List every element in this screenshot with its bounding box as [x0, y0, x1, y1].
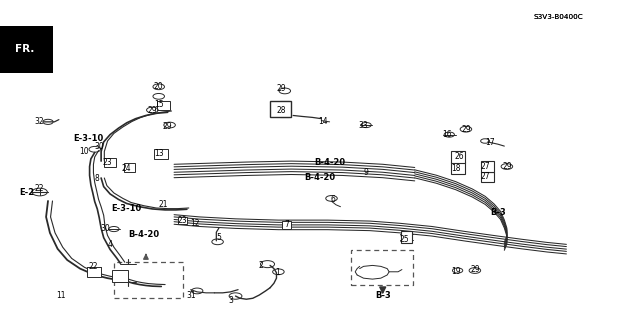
Text: 30: 30	[100, 224, 111, 233]
Bar	[451, 151, 465, 163]
Text: 3: 3	[228, 296, 233, 305]
Text: E-2: E-2	[19, 189, 35, 197]
Bar	[104, 158, 116, 167]
Bar	[178, 217, 187, 224]
Text: 16: 16	[442, 130, 452, 139]
Text: 8: 8	[95, 174, 100, 183]
Text: 6: 6	[330, 195, 335, 204]
Text: 9: 9	[364, 168, 369, 177]
Text: B-4-20: B-4-20	[129, 230, 159, 239]
Text: 1: 1	[275, 268, 280, 277]
Bar	[481, 161, 494, 172]
Text: 22: 22	[88, 262, 97, 271]
Text: 33: 33	[358, 121, 369, 130]
Text: 26: 26	[454, 152, 465, 161]
Text: B-3: B-3	[490, 208, 506, 217]
Text: 24: 24	[122, 164, 132, 173]
Bar	[113, 270, 128, 282]
Bar	[481, 172, 494, 182]
Text: 25: 25	[399, 235, 410, 244]
Text: B-3: B-3	[375, 291, 390, 300]
Text: 23: 23	[177, 216, 188, 225]
Text: 28: 28	[277, 106, 286, 115]
Text: 23: 23	[102, 158, 113, 167]
Text: 29: 29	[147, 106, 157, 115]
Text: 14: 14	[318, 117, 328, 126]
Text: 7: 7	[284, 220, 289, 229]
Text: 29: 29	[163, 122, 173, 130]
Text: S3V3-B0400C: S3V3-B0400C	[533, 14, 583, 19]
Text: S3V3-B0400C: S3V3-B0400C	[533, 14, 583, 19]
Text: 17: 17	[484, 138, 495, 147]
Text: 5: 5	[216, 233, 221, 242]
Text: FR.: FR.	[15, 44, 34, 55]
Text: 12: 12	[191, 219, 200, 228]
Text: 11: 11	[56, 291, 65, 300]
Text: 20: 20	[154, 82, 164, 91]
Text: 29: 29	[276, 84, 287, 93]
Text: 19: 19	[451, 267, 461, 276]
Text: 21: 21	[159, 200, 168, 209]
Text: B-4-20: B-4-20	[305, 173, 335, 182]
Text: 13: 13	[154, 149, 164, 158]
Bar	[124, 163, 135, 172]
Bar	[270, 101, 291, 117]
Text: 4: 4	[108, 240, 113, 249]
Bar	[157, 101, 170, 110]
Text: 31: 31	[186, 291, 196, 300]
Bar	[87, 267, 101, 277]
Text: 30: 30	[94, 142, 104, 151]
Text: 15: 15	[154, 100, 164, 109]
Bar	[401, 231, 412, 243]
Bar	[282, 221, 291, 229]
Bar	[154, 149, 168, 159]
Text: E-3-10: E-3-10	[111, 204, 142, 213]
Text: 27: 27	[480, 172, 490, 181]
Text: B-4-20: B-4-20	[314, 158, 345, 167]
Text: 18: 18	[451, 164, 460, 173]
Text: 29: 29	[502, 162, 512, 171]
Text: E-3-10: E-3-10	[73, 134, 104, 143]
Text: 10: 10	[79, 147, 90, 156]
Text: 2: 2	[259, 261, 264, 270]
Text: 27: 27	[480, 162, 490, 171]
Text: 29: 29	[461, 125, 471, 134]
Text: 32: 32	[35, 117, 45, 126]
Bar	[451, 162, 465, 174]
Text: 22: 22	[35, 184, 44, 193]
Text: 29: 29	[470, 265, 480, 274]
